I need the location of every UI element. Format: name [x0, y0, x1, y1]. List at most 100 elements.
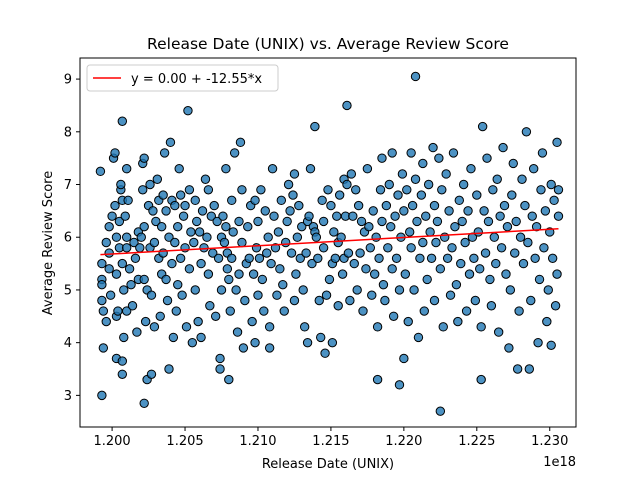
data-point	[378, 279, 389, 290]
data-point	[270, 243, 281, 253]
data-point	[97, 258, 107, 269]
data-point	[215, 353, 225, 364]
data-point	[273, 227, 284, 237]
data-point	[477, 121, 488, 132]
data-point	[422, 274, 432, 285]
data-point	[456, 258, 466, 269]
data-point	[498, 142, 508, 153]
x-axis-offset-label: 1e18	[543, 455, 576, 470]
data-point	[121, 243, 132, 253]
data-point	[167, 258, 177, 269]
data-point	[426, 253, 437, 264]
data-point	[453, 316, 463, 327]
data-point	[447, 243, 457, 253]
data-point	[342, 100, 352, 111]
data-point	[97, 279, 107, 290]
data-point	[145, 179, 155, 190]
data-point	[194, 227, 205, 237]
data-point	[116, 179, 126, 190]
data-point	[124, 264, 135, 274]
data-point	[435, 264, 446, 274]
data-point	[491, 258, 501, 269]
data-point	[184, 264, 195, 274]
data-point	[489, 232, 500, 242]
data-point	[95, 166, 106, 177]
data-point	[175, 190, 186, 200]
data-point	[272, 290, 282, 300]
data-point	[530, 253, 540, 264]
data-point	[126, 279, 136, 290]
data-point	[362, 164, 373, 174]
data-point	[512, 364, 523, 374]
data-point	[117, 356, 128, 366]
data-point	[186, 227, 196, 237]
data-point	[368, 206, 378, 216]
y-axis: 3 4 5 6 7 8 9	[64, 73, 80, 404]
data-point	[266, 258, 276, 269]
data-point	[149, 237, 160, 248]
data-point	[406, 243, 416, 253]
data-point	[508, 158, 518, 169]
x-tick-label: 1.200	[93, 434, 130, 449]
data-point	[113, 306, 123, 316]
data-point	[227, 195, 237, 206]
data-point	[184, 185, 195, 195]
data-point	[311, 232, 322, 242]
x-tick-label: 1.205	[166, 434, 203, 449]
data-point	[410, 71, 421, 82]
data-point	[421, 211, 431, 221]
data-point	[206, 211, 216, 221]
data-point	[234, 269, 244, 279]
data-point	[132, 327, 142, 337]
data-point	[391, 253, 402, 264]
data-point	[540, 206, 551, 216]
data-point	[524, 364, 535, 374]
data-point	[499, 200, 510, 211]
data-point	[437, 185, 447, 195]
data-point	[299, 322, 310, 332]
data-point	[278, 279, 288, 290]
data-point	[260, 206, 270, 216]
data-point	[375, 185, 386, 195]
data-point	[407, 200, 418, 211]
data-point	[101, 316, 111, 327]
data-point	[237, 237, 247, 248]
data-point	[209, 200, 219, 211]
data-point	[213, 253, 224, 264]
data-point	[536, 185, 546, 195]
data-point	[432, 216, 443, 227]
data-point	[472, 190, 482, 200]
data-point	[253, 290, 263, 300]
data-point	[250, 337, 260, 348]
data-point	[121, 232, 132, 242]
data-point	[221, 221, 231, 232]
data-point	[469, 253, 479, 264]
data-point	[324, 274, 335, 285]
data-point	[457, 216, 467, 227]
data-point	[111, 232, 122, 242]
y-tick-label: 3	[64, 389, 72, 404]
data-point	[501, 269, 511, 279]
data-point	[400, 269, 411, 279]
data-point	[307, 258, 317, 269]
data-point	[187, 337, 198, 348]
data-point	[297, 221, 307, 232]
data-point	[495, 211, 505, 221]
data-point	[247, 316, 257, 327]
data-point	[454, 195, 464, 206]
data-point	[466, 164, 476, 174]
data-point	[380, 295, 390, 306]
y-tick-label: 8	[64, 125, 72, 140]
data-point	[383, 243, 393, 253]
data-point	[377, 216, 387, 227]
data-point	[523, 237, 533, 248]
data-point	[183, 106, 193, 116]
data-point	[317, 195, 327, 206]
data-point	[377, 153, 387, 163]
data-point	[387, 264, 397, 274]
data-point	[269, 211, 279, 221]
data-point	[409, 285, 419, 295]
data-point	[173, 279, 183, 290]
data-point	[326, 200, 336, 211]
data-point	[441, 169, 451, 179]
